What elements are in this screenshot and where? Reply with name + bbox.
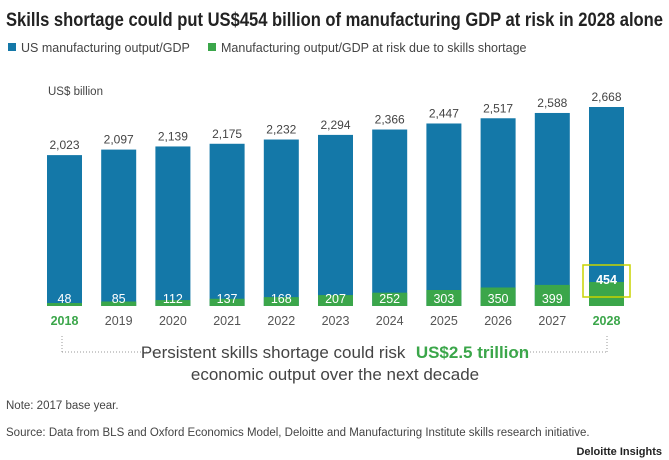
highlight-box-2028 <box>582 264 631 298</box>
x-tick-2018: 2018 <box>51 314 79 328</box>
bar-output-2019 <box>101 149 137 306</box>
callout-line1: Persistent skills shortage could risk US… <box>141 343 529 362</box>
callout-line2: economic output over the next decade <box>191 365 479 384</box>
label-risk-2020: 112 <box>163 292 183 306</box>
label-risk-2022: 168 <box>271 292 292 306</box>
legend-swatch-risk <box>208 43 216 51</box>
x-tick-2019: 2019 <box>105 314 133 328</box>
label-output-2021: 2,175 <box>212 127 242 141</box>
bar-output-2026 <box>480 118 516 306</box>
bar-risk-2024 <box>372 292 408 306</box>
x-tick-2022: 2022 <box>267 314 295 328</box>
label-risk-2018: 48 <box>58 292 72 306</box>
bars: 2,023 48 2018 2,097 85 2019 2,139 112 2020 2,175 1… <box>47 90 631 328</box>
brand-logo: Deloitte Insights <box>576 446 662 458</box>
label-output-2022: 2,232 <box>266 123 296 137</box>
callout-bracket <box>61 336 608 353</box>
bar-output-2025 <box>426 123 462 306</box>
bar-output-2020 <box>155 146 191 306</box>
bar-risk-2027 <box>534 284 570 306</box>
label-output-2023: 2,294 <box>320 118 350 132</box>
bar-output-2021 <box>209 143 245 306</box>
legend-swatch-output <box>8 43 16 51</box>
label-risk-2025: 303 <box>433 292 454 306</box>
label-risk-2027: 399 <box>542 292 563 306</box>
bar-risk-2020 <box>155 300 191 306</box>
bar-output-2018 <box>47 155 82 306</box>
label-risk-2028: 454 <box>596 273 617 287</box>
bar-risk-2023 <box>318 295 353 306</box>
x-tick-2020: 2020 <box>159 314 187 328</box>
bar-output-2028 <box>589 107 624 306</box>
y-axis-label: US$ billion <box>48 86 103 98</box>
label-risk-2019: 85 <box>112 292 126 306</box>
bar-risk-2019 <box>101 301 137 306</box>
bar-risk-2025 <box>426 289 462 306</box>
callout-text: Persistent skills shortage could risk <box>141 343 406 362</box>
x-tick-2026: 2026 <box>484 314 512 328</box>
x-tick-2027: 2027 <box>538 314 566 328</box>
label-output-2019: 2,097 <box>104 133 134 147</box>
label-output-2026: 2,517 <box>483 101 513 115</box>
x-tick-2024: 2024 <box>376 314 404 328</box>
bar-output-2023 <box>318 134 353 306</box>
x-tick-2028: 2028 <box>593 314 621 328</box>
label-output-2024: 2,366 <box>375 113 405 127</box>
label-output-2018: 2,023 <box>49 138 79 152</box>
label-risk-2023: 207 <box>325 292 346 306</box>
label-output-2020: 2,139 <box>158 129 188 143</box>
bar-output-2022 <box>263 139 299 306</box>
bar-risk-2022 <box>263 297 299 306</box>
label-risk-2021: 137 <box>217 292 238 306</box>
label-risk-2024: 252 <box>379 292 400 306</box>
label-output-2025: 2,447 <box>429 106 459 120</box>
chart-title: Skills shortage could put US$454 billion… <box>6 10 663 31</box>
bar-output-2027 <box>534 112 570 307</box>
source: Source: Data from BLS and Oxford Economi… <box>6 427 590 439</box>
x-tick-2023: 2023 <box>322 314 350 328</box>
x-tick-2025: 2025 <box>430 314 458 328</box>
bar-risk-2018 <box>47 303 82 306</box>
legend-label-output: US manufacturing output/GDP <box>21 41 190 55</box>
callout-highlight: US$2.5 trillion <box>416 343 529 362</box>
note: Note: 2017 base year. <box>6 400 119 412</box>
bar-risk-2026 <box>480 287 516 306</box>
bar-output-2024 <box>372 129 408 306</box>
bar-risk-2028 <box>589 282 624 306</box>
legend: US manufacturing output/GDP Manufacturin… <box>8 41 527 55</box>
label-output-2028: 2,668 <box>591 90 621 104</box>
legend-label-risk: Manufacturing output/GDP at risk due to … <box>221 41 527 55</box>
label-output-2027: 2,588 <box>537 96 567 110</box>
bar-risk-2021 <box>209 298 245 306</box>
x-tick-2021: 2021 <box>213 314 241 328</box>
label-risk-2026: 350 <box>488 292 509 306</box>
